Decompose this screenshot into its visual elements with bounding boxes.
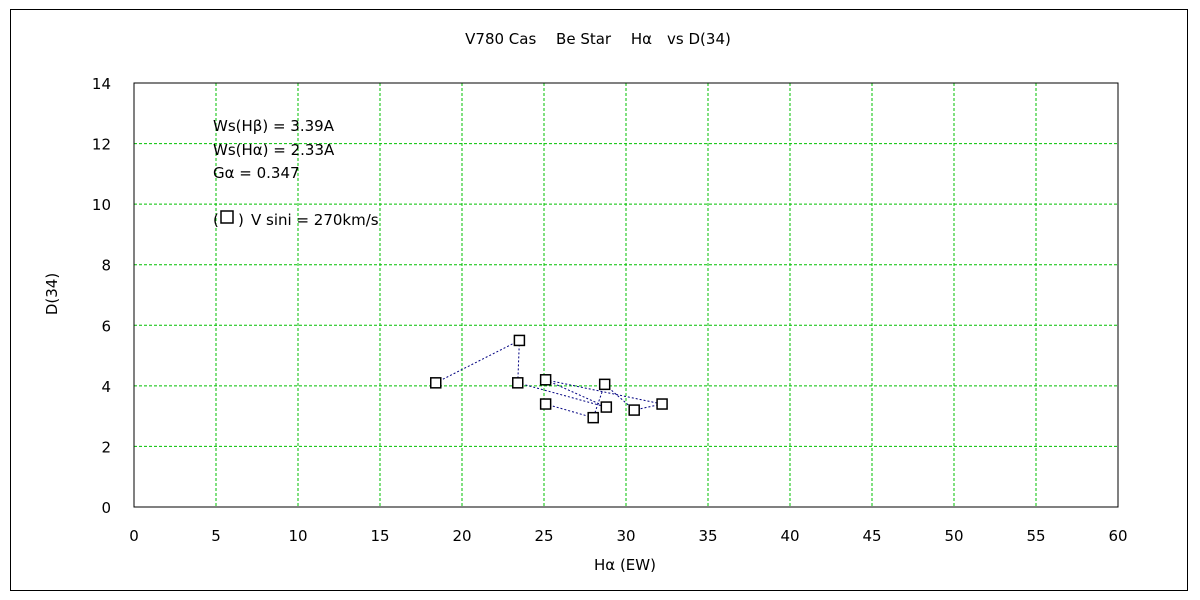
data-point — [430, 377, 442, 389]
grid — [134, 83, 1118, 507]
series-segment — [435, 339, 520, 384]
data-point — [513, 334, 526, 347]
x-tick-label: 60 — [1108, 527, 1127, 545]
annotation-vsini-open: ( — [213, 211, 219, 229]
annotation-ws-halpha: Ws(Hα) = 2.33A — [213, 141, 335, 159]
data-point — [587, 411, 599, 424]
x-tick-label: 0 — [129, 527, 139, 545]
y-tick-label: 0 — [101, 499, 111, 517]
series-segment — [545, 403, 594, 419]
x-tick-label: 30 — [616, 527, 635, 545]
y-tick-label: 4 — [101, 378, 111, 396]
y-axis-label: D(34) — [43, 273, 61, 315]
annotation-ws-hbeta: Ws(Hβ) = 3.39A — [213, 117, 335, 135]
data-point — [656, 398, 668, 410]
y-tick-label: 12 — [92, 136, 111, 154]
x-tick-label: 10 — [288, 527, 307, 545]
data-point — [539, 398, 552, 410]
annotation-g-alpha: Gα = 0.347 — [213, 164, 300, 182]
series-segment — [517, 340, 520, 383]
x-tick-label: 25 — [534, 527, 553, 545]
data-point — [512, 377, 524, 389]
plot-area — [133, 82, 1119, 508]
y-tick-label: 2 — [101, 438, 111, 456]
x-tick-label: 50 — [944, 527, 963, 545]
y-tick-label: 8 — [101, 257, 111, 275]
x-axis: 0 5 10 15 20 25 30 35 40 45 50 55 60 — [129, 527, 1127, 545]
data-point — [539, 374, 552, 386]
chart-title: V780 Cas Be Star Hα vs D(34) — [465, 30, 731, 48]
y-axis: 0 2 4 6 8 10 12 14 — [92, 75, 111, 517]
chart-frame — [10, 9, 1188, 591]
x-tick-label: 40 — [780, 527, 799, 545]
x-tick-label: 5 — [211, 527, 221, 545]
series-points — [430, 334, 668, 424]
x-tick-label: 35 — [698, 527, 717, 545]
data-point — [598, 378, 611, 391]
x-tick-label: 15 — [370, 527, 389, 545]
data-point — [628, 404, 640, 416]
x-tick-label: 45 — [862, 527, 881, 545]
annotation-vsini: V sini = 270km/s — [251, 211, 379, 229]
series-segment — [545, 379, 607, 408]
series-segment — [517, 382, 607, 408]
x-tick-label: 20 — [452, 527, 471, 545]
y-tick-label: 10 — [92, 196, 111, 214]
x-tick-label: 55 — [1026, 527, 1045, 545]
annotation-vsini-close: ) — [238, 211, 244, 229]
legend-square-marker — [220, 210, 234, 224]
y-tick-label: 14 — [92, 75, 111, 93]
y-tick-label: 6 — [101, 317, 111, 335]
data-point — [600, 401, 613, 413]
x-axis-label: Hα (EW) — [594, 556, 656, 574]
